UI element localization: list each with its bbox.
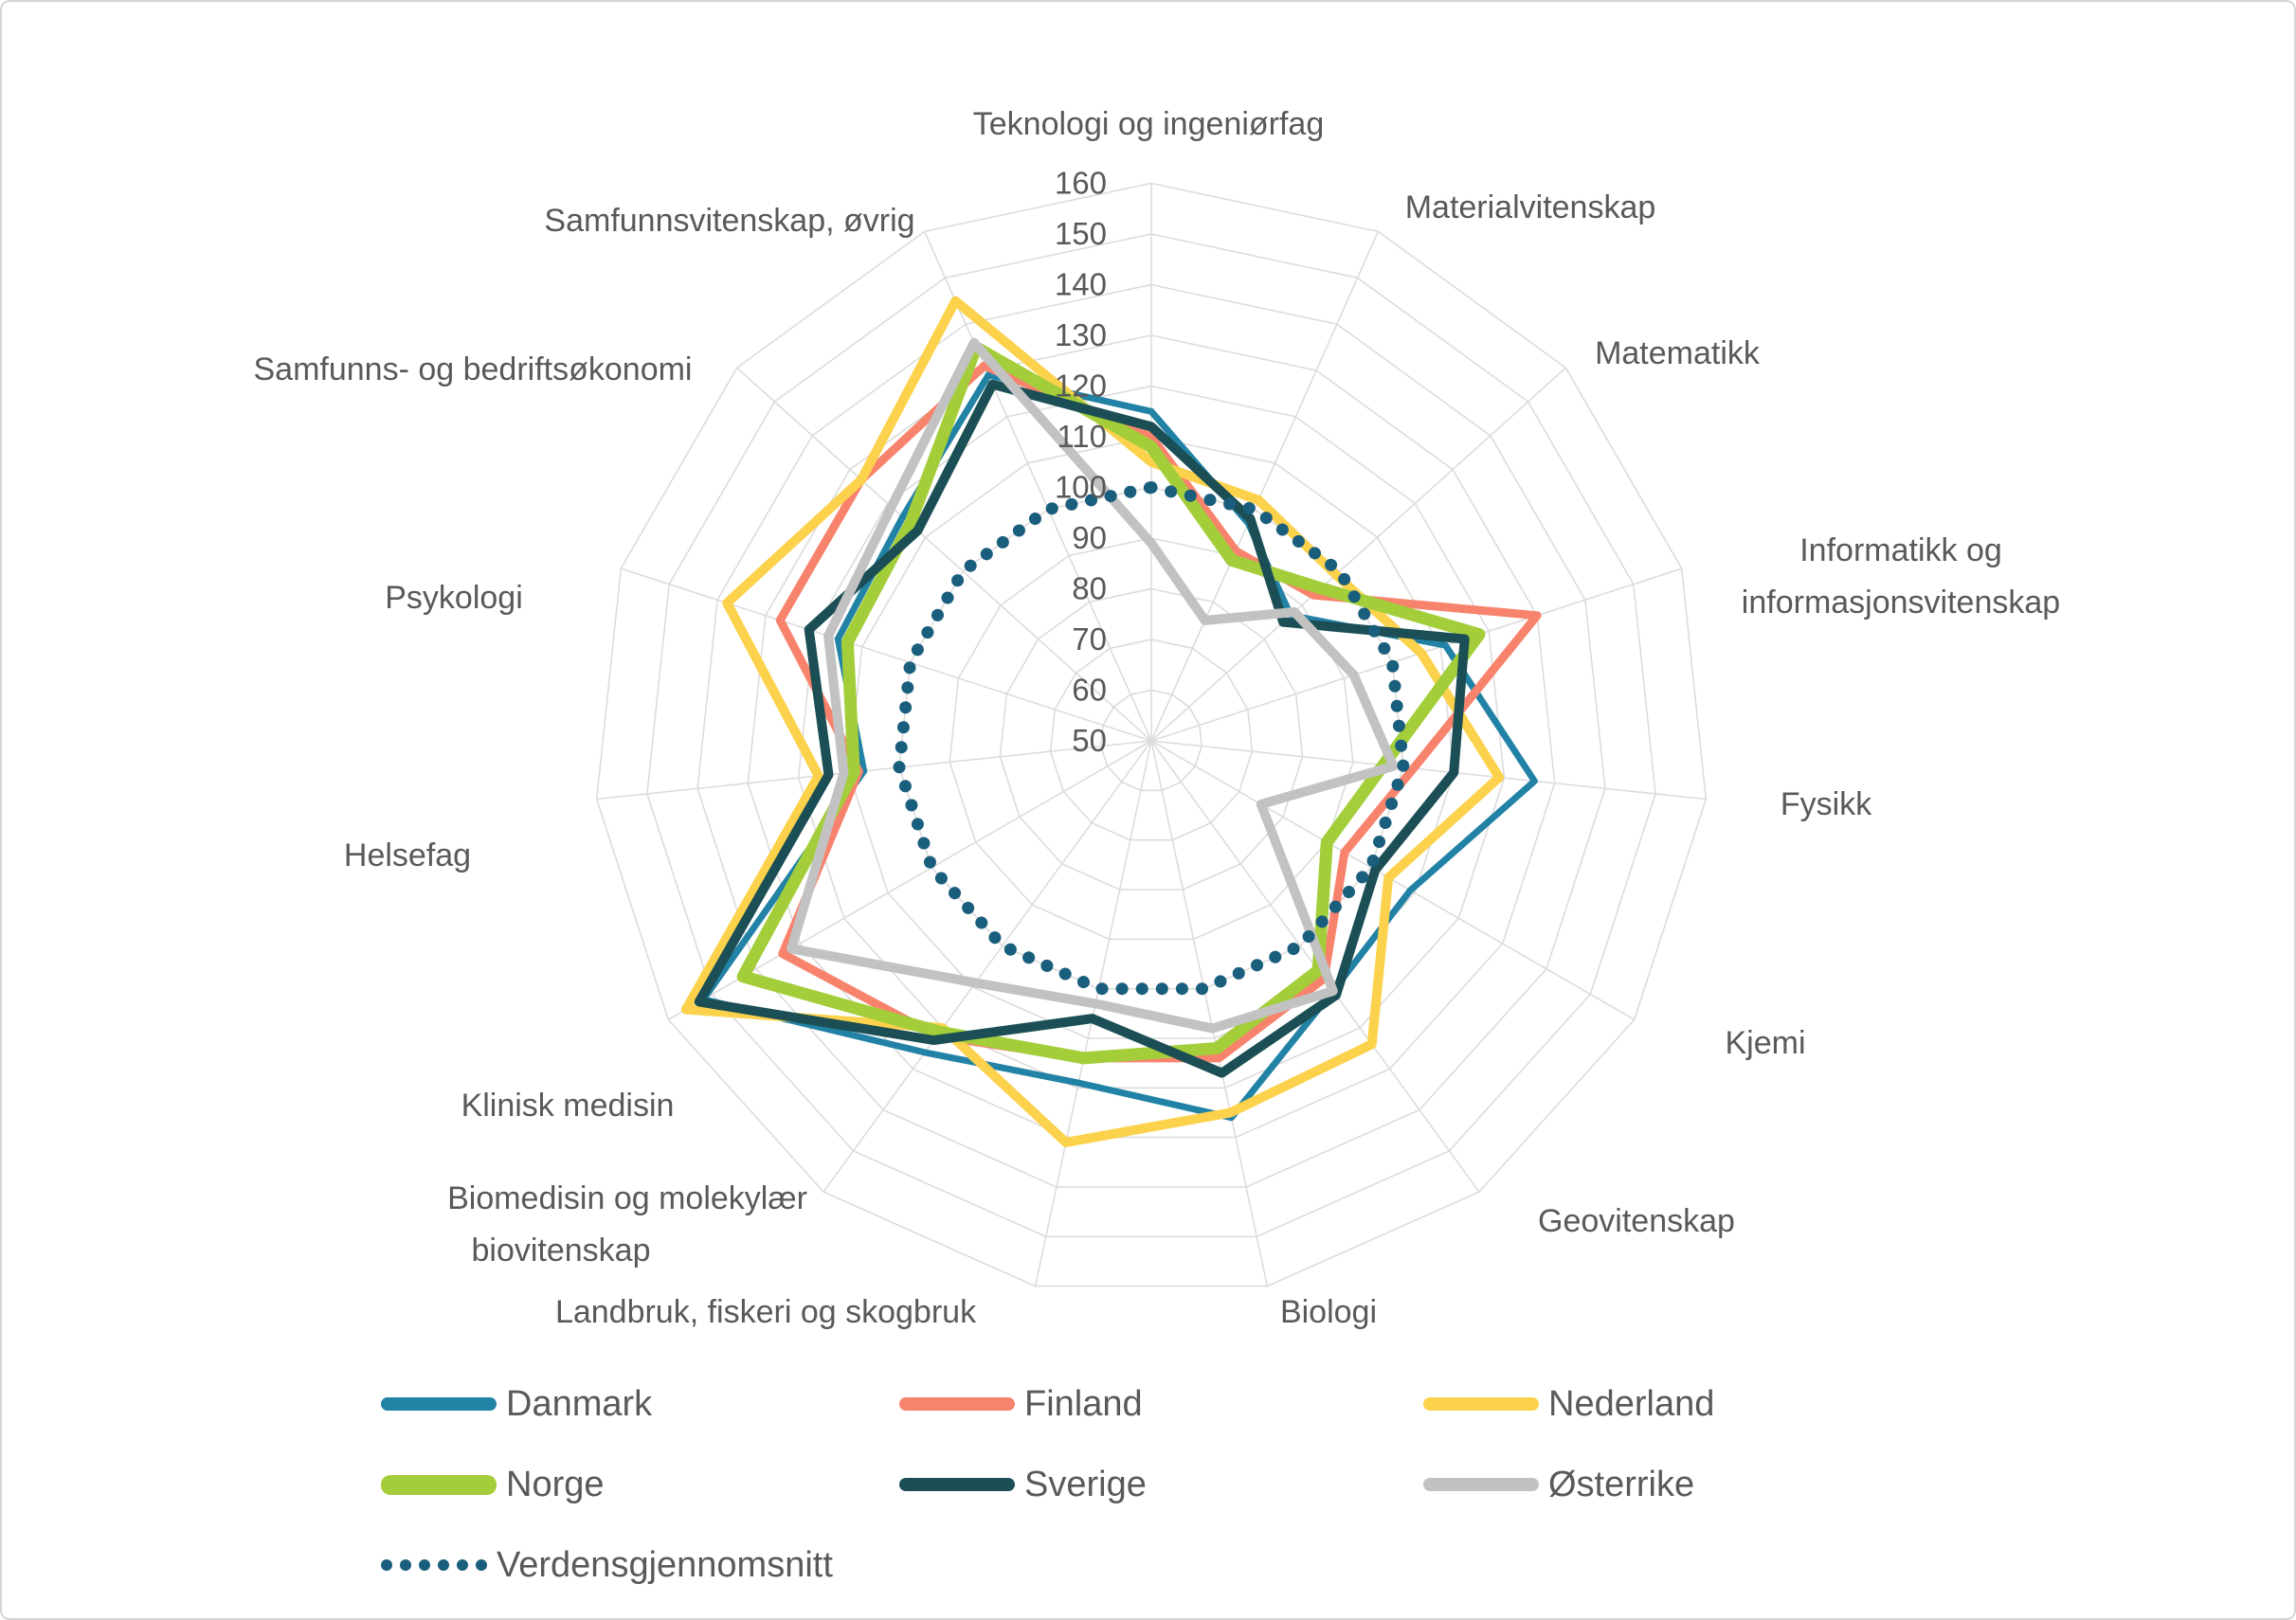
category-label: Samfunnsvitenskap, øvrig: [544, 203, 914, 239]
tick-label-160: 160: [1055, 166, 1107, 201]
tick-label-130: 130: [1055, 317, 1107, 352]
radar-spoke: [596, 740, 1152, 801]
radar-ring: [1049, 639, 1254, 841]
category-label: Fysikk: [1781, 786, 1872, 822]
category-label: Matematikk: [1595, 335, 1761, 371]
radar-spoke: [1150, 231, 1380, 742]
category-label: Informatikk og: [1799, 532, 2002, 568]
radar-spoke: [736, 367, 1152, 742]
category-label: Samfunns- og bedriftsøkonomi: [254, 351, 693, 387]
radar-grid: [595, 182, 1708, 1287]
tick-label-140: 140: [1055, 267, 1107, 302]
radar-ring: [747, 334, 1556, 1139]
series-verdensgjennomsnitt: [893, 481, 1410, 996]
category-label: Teknologi og ingeniørfag: [973, 106, 1324, 142]
tick-label-70: 70: [1072, 621, 1107, 657]
category-label: biovitenskap: [471, 1233, 650, 1269]
radar-spoke: [1034, 740, 1152, 1287]
radar-spoke: [923, 231, 1152, 742]
tick-label-110: 110: [1057, 419, 1107, 454]
radar-spoke: [1150, 740, 1707, 801]
radar-ring: [1099, 689, 1203, 792]
category-labels: Teknologi og ingeniørfag Materialvitenska…: [254, 106, 2061, 1330]
category-label: Klinisk medisin: [461, 1088, 675, 1124]
radar-spoke: [1150, 367, 1566, 742]
category-label: Biologi: [1280, 1294, 1377, 1330]
radar-ring: [595, 182, 1708, 1287]
category-label: Materialvitenskap: [1405, 189, 1656, 225]
tick-label-100: 100: [1055, 470, 1107, 505]
radar-spoke: [823, 740, 1152, 1193]
radar-ring: [797, 385, 1506, 1089]
series-norge: [736, 341, 1486, 1065]
tick-label-90: 90: [1072, 520, 1107, 555]
radar-spoke: [1150, 740, 1269, 1287]
category-label: informasjonsvitenskap: [1742, 585, 2060, 621]
category-label: Psykologi: [385, 580, 523, 616]
category-label: Biomedisin og molekylær: [447, 1180, 807, 1216]
category-label: Landbruk, fiskeri og skogbruk: [555, 1294, 977, 1330]
tick-label-120: 120: [1055, 369, 1107, 404]
tick-label-150: 150: [1055, 216, 1107, 251]
radial-tick-labels: 50 60 70 80 90 100 110 120 130 140 150 160: [1055, 166, 1107, 759]
category-label: Geovitenskap: [1538, 1203, 1735, 1239]
tick-label-50: 50: [1072, 723, 1107, 758]
radar-ring: [646, 233, 1656, 1238]
radar-ring: [696, 283, 1606, 1188]
tick-label-80: 80: [1072, 571, 1107, 606]
category-label: Helsefag: [344, 837, 471, 873]
radar-spoke: [621, 567, 1152, 742]
radar-ring: [999, 587, 1304, 891]
category-label: Kjemi: [1725, 1025, 1805, 1061]
tick-label-60: 60: [1072, 673, 1107, 708]
series--sterrike: [786, 337, 1399, 1034]
series-nederland: [680, 296, 1505, 1147]
